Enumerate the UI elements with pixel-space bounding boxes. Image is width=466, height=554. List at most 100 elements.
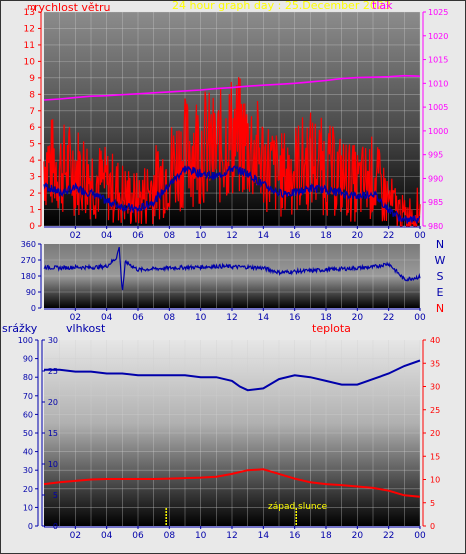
compass-label: N (436, 302, 444, 315)
wind-average-series (43, 165, 421, 225)
temperature-tick-label: 25 (430, 406, 440, 415)
x-tick-label: 16 (289, 313, 301, 323)
x-tick-label: 14 (258, 313, 270, 323)
x-tick-label: 02 (70, 231, 81, 241)
rain-tick-label: 100 (18, 336, 33, 345)
x-tick-label: 20 (352, 231, 364, 241)
temperature-tick-label: 15 (430, 452, 440, 461)
x-tick-label: 12 (226, 531, 237, 541)
rain-tick-label: 40 (23, 448, 33, 457)
x-tick-label: 04 (101, 313, 113, 323)
humidity-tick-label: 30 (48, 336, 58, 345)
temperature-tick-label: 30 (430, 383, 440, 392)
humidity-tick-label: 10 (48, 460, 58, 469)
compass-label: E (437, 286, 444, 299)
humidity-series (44, 359, 421, 392)
x-tick-label: 00 (414, 231, 426, 241)
bottom-series-layer (43, 359, 421, 526)
humidity-tick-label: 25 (48, 367, 58, 376)
direction-tick-label: 180 (21, 272, 36, 281)
x-tick-label: 04 (101, 531, 113, 541)
x-tick-label: 10 (195, 231, 207, 241)
rain-tick-label: 90 (23, 355, 33, 364)
wind-tick-label: 1 (29, 206, 35, 216)
temperature-tick-label: 40 (430, 336, 440, 345)
pressure-axis: 980 985 990 995 1000 1005 1010 1015 1020 1025 (422, 8, 448, 231)
wind-tick-label: 3 (29, 173, 35, 183)
x-tick-label: 06 (132, 313, 144, 323)
temperature-label: teplota (312, 322, 351, 335)
temperature-series (43, 468, 421, 498)
rain-tick-label: 70 (23, 392, 33, 401)
wind-direction-grid (44, 244, 421, 308)
rain-tick-label: 50 (23, 429, 33, 438)
pressure-label: tlak (372, 0, 393, 12)
temperature-tick-label: 35 (430, 359, 440, 368)
top-x-axis: 02 04 06 08 10 12 14 16 18 20 22 00 (44, 226, 426, 241)
compass-label: S (437, 270, 444, 283)
wind-tick-label: 8 (29, 90, 35, 100)
top-series-layer (43, 74, 421, 227)
rain-tick-label: 80 (23, 373, 33, 382)
x-tick-label: 22 (383, 313, 394, 323)
pressure-tick-label: 1025 (428, 8, 448, 17)
wind-tick-label: 13 (24, 8, 35, 18)
pressure-tick-label: 1000 (428, 127, 448, 136)
wind-direction-series (43, 246, 421, 291)
pressure-tick-label: 995 (428, 151, 443, 160)
direction-tick-label: 270 (21, 256, 36, 265)
rain-label: srážky (2, 322, 38, 335)
wind-tick-label: 9 (29, 74, 35, 84)
pressure-series (43, 74, 421, 101)
rain-tick-label: 30 (23, 466, 33, 475)
x-tick-label: 12 (226, 231, 237, 241)
pressure-tick-label: 990 (428, 174, 443, 183)
temperature-tick-label: 5 (430, 499, 435, 508)
rain-tick-label: 10 (23, 503, 33, 512)
direction-tick-label: 360 (21, 240, 36, 249)
pressure-tick-label: 1005 (428, 103, 448, 112)
x-tick-label: 22 (383, 531, 394, 541)
wind-tick-label: 12 (24, 24, 35, 34)
pressure-tick-label: 1010 (428, 79, 448, 88)
x-tick-label: 08 (164, 531, 176, 541)
temperature-tick-label: 20 (430, 429, 440, 438)
x-tick-label: 20 (352, 313, 364, 323)
wind-tick-label: 5 (29, 140, 35, 150)
x-tick-label: 08 (164, 313, 176, 323)
x-tick-label: 18 (320, 531, 332, 541)
x-tick-label: 22 (383, 231, 394, 241)
compass-label: W (435, 254, 446, 267)
temperature-tick-label: 10 (430, 476, 440, 485)
x-tick-label: 06 (132, 531, 144, 541)
bottom-grid (44, 340, 421, 526)
x-tick-label: 12 (226, 313, 237, 323)
bottom-x-axis: 02 04 06 08 10 12 14 16 18 20 22 00 (44, 526, 426, 541)
x-tick-label: 08 (164, 231, 176, 241)
wind-tick-label: 10 (24, 57, 36, 67)
pressure-tick-label: 985 (428, 198, 443, 207)
wind-tick-label: 0 (29, 222, 35, 232)
humidity-tick-label: 20 (48, 398, 58, 407)
x-tick-label: 18 (320, 231, 332, 241)
x-tick-label: 02 (70, 531, 81, 541)
direction-tick-label: 0 (31, 304, 36, 313)
sunset-annotation: západ slunce (268, 502, 328, 512)
x-tick-label: 20 (352, 531, 364, 541)
wind-tick-label: 4 (29, 156, 35, 166)
x-tick-label: 16 (289, 531, 301, 541)
humidity-tick-label: 15 (48, 429, 58, 438)
x-tick-label: 02 (70, 313, 81, 323)
chart-title: 24 hour graph day : 25.December 2023 (172, 0, 391, 12)
x-tick-label: 04 (101, 231, 113, 241)
pressure-tick-label: 1020 (428, 32, 448, 41)
x-tick-label: 10 (195, 313, 207, 323)
pressure-tick-label: 1015 (428, 56, 448, 65)
direction-tick-label: 90 (26, 288, 36, 297)
compass-label: N (436, 238, 444, 251)
rain-tick-label: 60 (23, 410, 33, 419)
